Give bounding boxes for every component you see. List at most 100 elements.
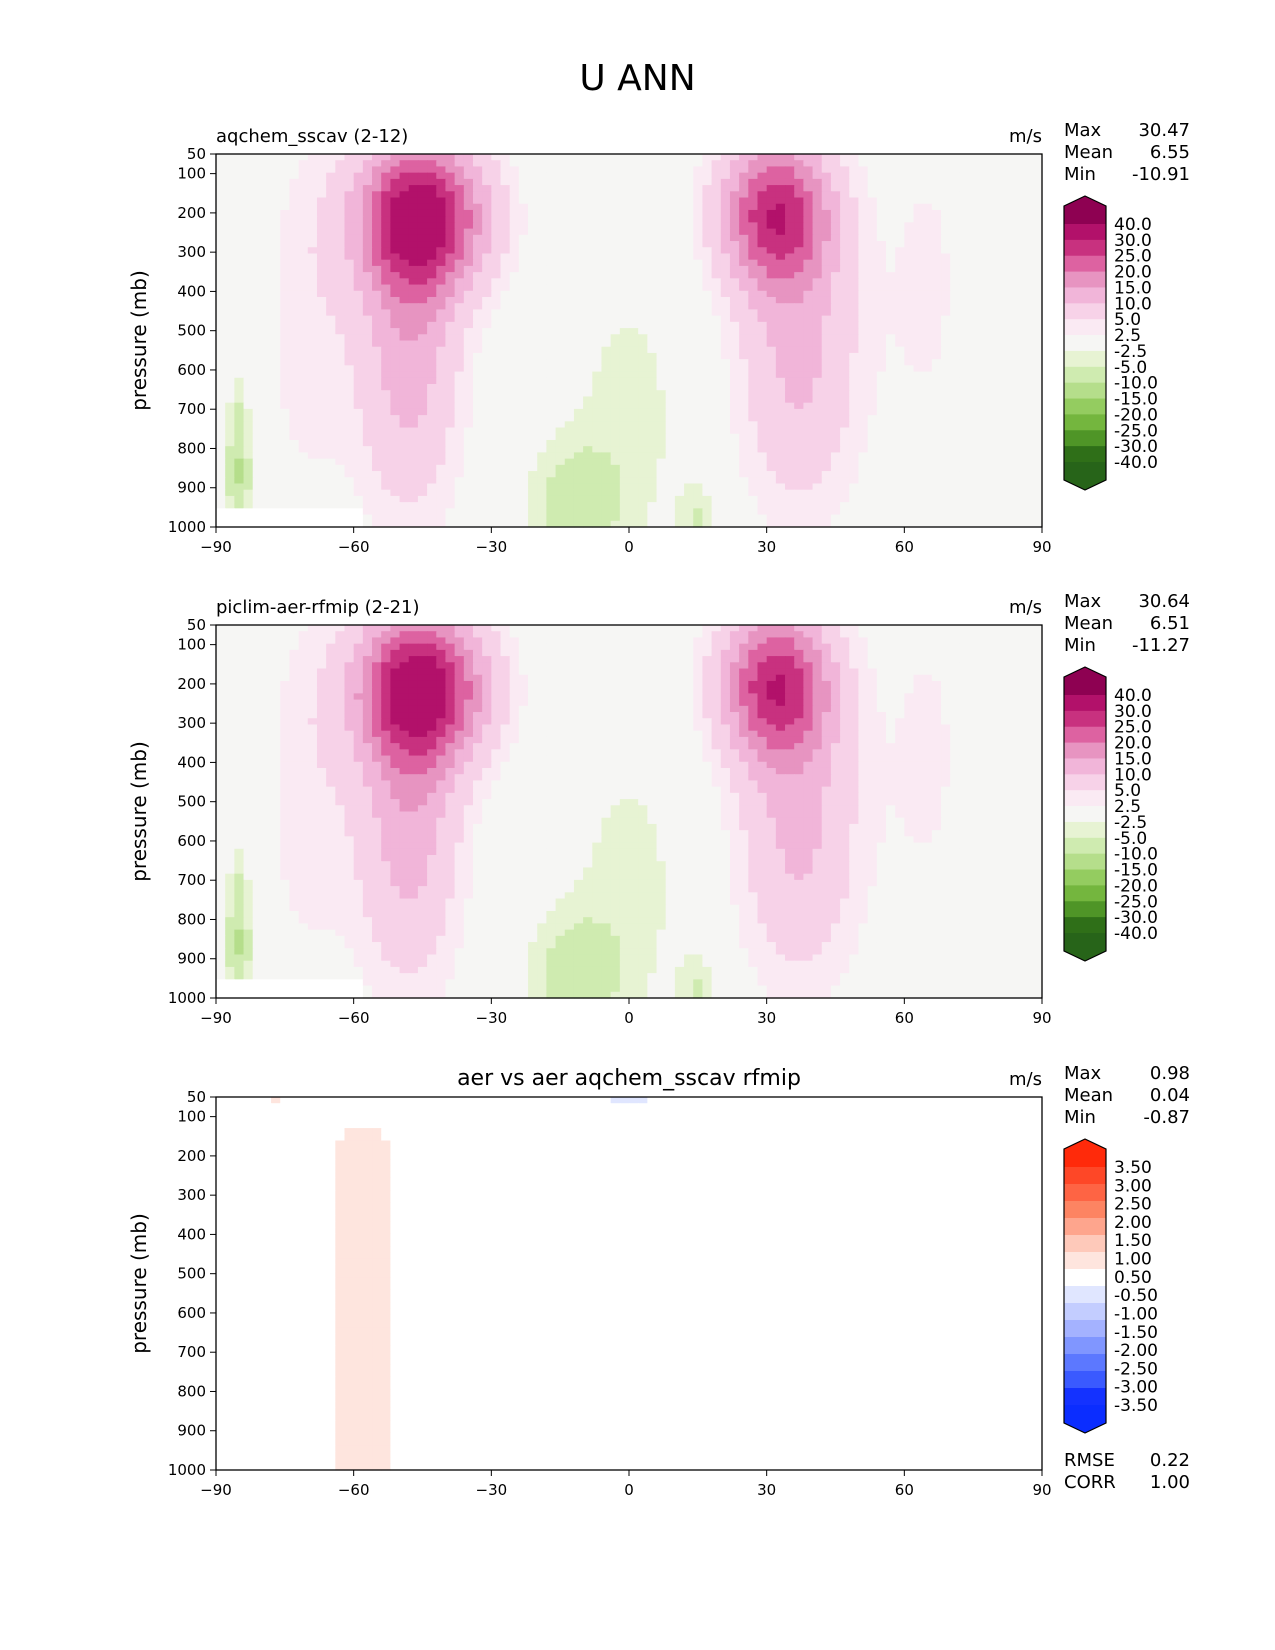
field-cell bbox=[491, 191, 502, 199]
field-cell bbox=[289, 489, 300, 497]
field-cell bbox=[757, 415, 768, 422]
field-cell bbox=[307, 464, 318, 472]
field-cell bbox=[885, 228, 896, 236]
field-cell bbox=[436, 390, 447, 398]
field-cell bbox=[546, 402, 557, 410]
field-cell bbox=[913, 228, 924, 236]
field-cell bbox=[372, 408, 382, 416]
field-cell bbox=[289, 446, 300, 453]
field-cell bbox=[702, 427, 713, 435]
field-cell bbox=[326, 234, 336, 242]
field-cell bbox=[821, 377, 832, 385]
field-cell bbox=[280, 390, 291, 398]
field-cell bbox=[601, 477, 612, 485]
field-cell bbox=[225, 427, 235, 435]
field-cell bbox=[729, 365, 740, 373]
field-cell bbox=[941, 278, 951, 286]
field-cell bbox=[518, 222, 529, 230]
field-cell bbox=[775, 241, 786, 248]
field-cell bbox=[463, 265, 474, 273]
field-cell bbox=[629, 421, 639, 429]
field-cell bbox=[629, 328, 639, 335]
field-cell bbox=[592, 477, 603, 485]
field-cell bbox=[564, 284, 575, 292]
field-cell bbox=[794, 346, 804, 354]
field-cell bbox=[326, 265, 336, 273]
field-cell bbox=[500, 209, 511, 217]
field-cell bbox=[812, 247, 823, 255]
field-cell bbox=[821, 365, 832, 373]
field-cell bbox=[858, 166, 869, 174]
field-cell bbox=[785, 209, 795, 217]
field-cell bbox=[463, 359, 474, 366]
field-cell bbox=[1005, 421, 1016, 429]
field-cell bbox=[243, 352, 254, 360]
field-cell bbox=[381, 290, 391, 298]
field-cell bbox=[619, 321, 630, 329]
field-cell bbox=[445, 433, 456, 441]
field-cell bbox=[353, 209, 364, 217]
field-cell bbox=[757, 402, 768, 410]
field-cell bbox=[436, 421, 447, 429]
field-cell bbox=[1023, 365, 1034, 373]
field-cell bbox=[812, 396, 823, 404]
field-cell bbox=[491, 439, 502, 447]
field-cell bbox=[271, 265, 281, 273]
field-cell bbox=[454, 296, 465, 304]
field-cell bbox=[399, 222, 410, 230]
field-cell bbox=[931, 309, 942, 317]
field-cell bbox=[298, 359, 309, 366]
field-cell bbox=[931, 154, 942, 161]
field-cell bbox=[408, 390, 419, 398]
field-cell bbox=[785, 458, 795, 466]
field-cell bbox=[509, 209, 520, 217]
field-cell bbox=[830, 421, 841, 429]
field-cell bbox=[592, 452, 603, 460]
field-cell bbox=[417, 471, 428, 478]
field-cell bbox=[1023, 328, 1034, 335]
field-cell bbox=[812, 408, 823, 416]
field-cell bbox=[996, 352, 1006, 360]
field-cell bbox=[656, 303, 667, 311]
field-cell bbox=[619, 427, 630, 435]
field-cell bbox=[794, 178, 804, 186]
field-cell bbox=[867, 377, 878, 385]
field-cell bbox=[711, 265, 722, 273]
field-cell bbox=[390, 234, 401, 242]
field-cell bbox=[1005, 284, 1016, 292]
field-cell bbox=[996, 265, 1006, 273]
field-cell bbox=[729, 309, 740, 317]
field-cell bbox=[372, 185, 382, 192]
field-cell bbox=[298, 489, 309, 497]
field-cell bbox=[693, 197, 704, 205]
field-cell bbox=[720, 446, 731, 453]
field-cell bbox=[1014, 216, 1025, 223]
field-cell bbox=[326, 303, 336, 311]
field-cell bbox=[1005, 427, 1016, 435]
field-cell bbox=[216, 185, 226, 192]
field-cell bbox=[326, 241, 336, 248]
field-cell bbox=[555, 178, 566, 186]
field-cell bbox=[904, 309, 915, 317]
field-cell bbox=[454, 359, 465, 366]
field-cell bbox=[858, 477, 869, 485]
field-cell bbox=[454, 259, 465, 267]
field-cell bbox=[564, 253, 575, 261]
field-cell bbox=[959, 377, 970, 385]
field-cell bbox=[234, 346, 245, 354]
field-cell bbox=[885, 259, 896, 267]
field-cell bbox=[353, 234, 364, 242]
field-cell bbox=[895, 303, 905, 311]
field-cell bbox=[656, 408, 667, 416]
field-cell bbox=[729, 247, 740, 255]
field-cell bbox=[472, 228, 483, 236]
field-cell bbox=[399, 166, 410, 174]
field-cell bbox=[629, 390, 639, 398]
field-cell bbox=[491, 166, 502, 174]
field-cell bbox=[289, 253, 300, 261]
field-cell bbox=[454, 495, 465, 503]
field-cell bbox=[234, 458, 245, 466]
field-cell bbox=[766, 464, 777, 472]
field-cell bbox=[298, 197, 309, 205]
field-cell bbox=[408, 309, 419, 317]
